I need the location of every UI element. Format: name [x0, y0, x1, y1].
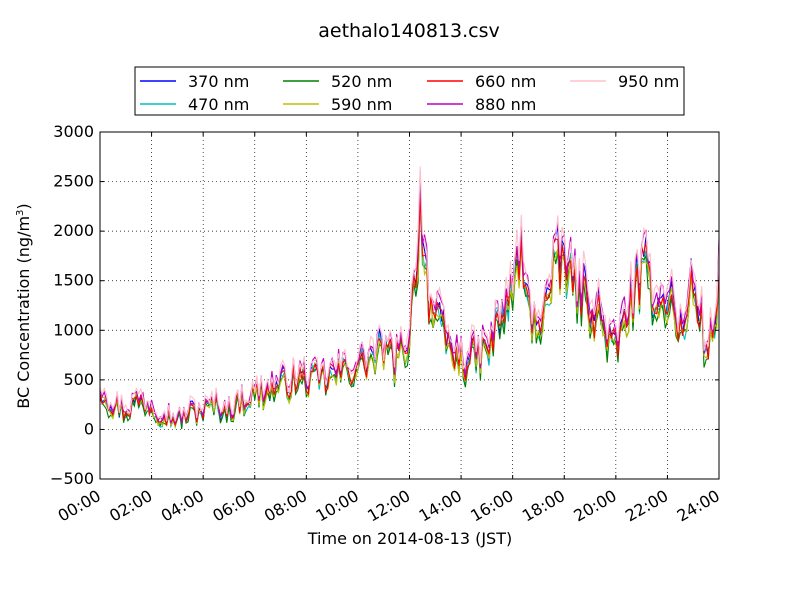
legend-label: 950 nm	[618, 72, 679, 91]
chart-title: aethalo140813.csv	[318, 20, 500, 42]
y-tick-label: 2000	[53, 221, 94, 240]
x-tick-label: 06:00	[209, 486, 258, 526]
legend-label: 660 nm	[475, 72, 536, 91]
legend-label: 470 nm	[188, 95, 249, 114]
legend-label: 590 nm	[331, 95, 392, 114]
x-tick-labels: 00:00 02:00 04:00 06:00 08:00 10:00 12:00 14:00…	[55, 486, 723, 526]
y-tick-label: 2500	[53, 172, 94, 191]
series-line-950-nm	[99, 166, 720, 422]
plot-area	[99, 131, 720, 480]
y-axis-label: BC Concentration (ng/m3)	[14, 203, 33, 408]
series-line-880-nm	[99, 170, 720, 424]
tick-marks	[99, 131, 720, 480]
y-axis-label-superscript: 3	[15, 210, 26, 216]
y-tick-labels: −500 0 500 1000 1500 2000 2500 3000	[50, 122, 94, 488]
x-tick-label: 00:00	[55, 486, 104, 526]
x-tick-label: 14:00	[416, 486, 465, 526]
x-tick-label: 08:00	[261, 486, 310, 526]
x-tick-label: 16:00	[467, 486, 516, 526]
y-tick-label: −500	[50, 469, 94, 488]
x-tick-label: 10:00	[312, 486, 361, 526]
series-lines	[99, 166, 720, 430]
legend-frame	[134, 66, 685, 116]
legend-label: 520 nm	[331, 72, 392, 91]
x-tick-label: 12:00	[364, 486, 413, 526]
y-tick-label: 500	[63, 370, 94, 389]
legend-label: 880 nm	[475, 95, 536, 114]
y-axis-label-end: )	[14, 203, 33, 209]
x-tick-label: 02:00	[106, 486, 155, 526]
series-line-520-nm	[99, 196, 720, 430]
y-tick-label: 1000	[53, 320, 94, 339]
y-tick-label: 1500	[53, 271, 94, 290]
x-tick-label: 04:00	[158, 486, 207, 526]
x-tick-label: 24:00	[674, 486, 723, 526]
y-axis-label-main: BC Concentration (ng/m	[14, 216, 33, 409]
x-tick-label: 20:00	[570, 486, 619, 526]
y-tick-label: 0	[84, 419, 94, 438]
y-tick-label: 3000	[53, 122, 94, 141]
legend-label: 370 nm	[188, 72, 249, 91]
x-tick-label: 18:00	[519, 486, 568, 526]
legend: 370 nm 470 nm 520 nm 590 nm 660 nm 880 nm 950 …	[134, 66, 685, 116]
x-tick-label: 22:00	[622, 486, 671, 526]
x-axis-label: Time on 2014-08-13 (JST)	[307, 529, 512, 548]
